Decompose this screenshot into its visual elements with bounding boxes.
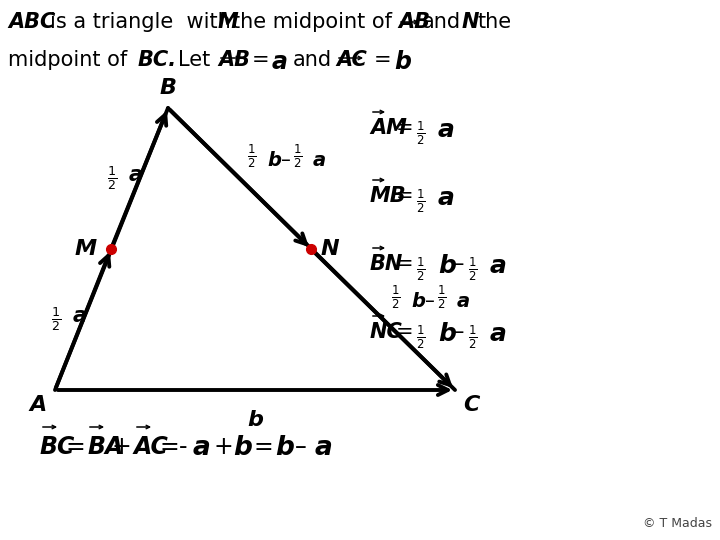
Text: –: –: [425, 292, 435, 311]
Text: MB: MB: [370, 186, 407, 206]
Text: A: A: [30, 395, 47, 415]
Text: =: =: [374, 50, 392, 70]
Text: BN: BN: [370, 254, 403, 274]
Text: =: =: [396, 254, 413, 274]
Text: a: a: [73, 306, 87, 326]
Text: AB: AB: [398, 12, 430, 32]
Text: BC: BC: [40, 435, 76, 459]
Text: +: +: [112, 435, 132, 459]
Text: –: –: [454, 322, 464, 342]
Text: AC: AC: [336, 50, 367, 70]
Text: $\frac{1}{2}$: $\frac{1}{2}$: [468, 324, 477, 352]
Text: midpoint of: midpoint of: [8, 50, 127, 70]
Text: a: a: [438, 118, 455, 142]
Text: a: a: [490, 254, 507, 278]
Text: a: a: [315, 435, 333, 461]
Text: BA: BA: [87, 435, 123, 459]
Text: =: =: [252, 50, 269, 70]
Text: and: and: [422, 12, 461, 32]
Text: AM: AM: [370, 118, 407, 138]
Text: the: the: [478, 12, 512, 32]
Text: b: b: [275, 435, 294, 461]
Text: $\frac{1}{2}$: $\frac{1}{2}$: [437, 284, 446, 311]
Text: N: N: [321, 239, 340, 259]
Text: +: +: [213, 435, 233, 459]
Text: N: N: [462, 12, 480, 32]
Text: b: b: [438, 322, 456, 346]
Text: and: and: [293, 50, 332, 70]
Text: $\frac{1}{2}$: $\frac{1}{2}$: [416, 188, 426, 215]
Text: $\frac{1}{2}$: $\frac{1}{2}$: [416, 120, 426, 147]
Text: $\frac{1}{2}$: $\frac{1}{2}$: [391, 284, 400, 311]
Text: a: a: [438, 186, 455, 210]
Text: © T Madas: © T Madas: [643, 517, 712, 530]
Text: =: =: [396, 118, 413, 138]
Text: ABC: ABC: [8, 12, 55, 32]
Text: –: –: [281, 151, 291, 170]
Text: b: b: [267, 151, 281, 170]
Text: a: a: [457, 292, 470, 311]
Text: NC: NC: [370, 322, 403, 342]
Text: b: b: [411, 292, 425, 311]
Text: M: M: [75, 239, 97, 259]
Text: =: =: [65, 435, 85, 459]
Text: b: b: [438, 254, 456, 278]
Text: $\frac{1}{2}$: $\frac{1}{2}$: [416, 324, 426, 352]
Text: a: a: [129, 165, 143, 185]
Text: B: B: [160, 78, 176, 98]
Text: b: b: [247, 410, 263, 430]
Text: –: –: [454, 254, 464, 274]
Text: $\frac{1}{2}$: $\frac{1}{2}$: [416, 256, 426, 284]
Text: a: a: [490, 322, 507, 346]
Text: $\frac{1}{2}$: $\frac{1}{2}$: [107, 164, 117, 192]
Text: $\frac{1}{2}$: $\frac{1}{2}$: [247, 143, 256, 170]
Text: AC: AC: [134, 435, 169, 459]
Text: AB: AB: [218, 50, 250, 70]
Text: =: =: [396, 186, 413, 206]
Text: =: =: [396, 322, 413, 342]
Text: BC.: BC.: [138, 50, 177, 70]
Text: $\frac{1}{2}$: $\frac{1}{2}$: [51, 305, 61, 333]
Text: -: -: [179, 435, 187, 459]
Text: $\frac{1}{2}$: $\frac{1}{2}$: [293, 143, 302, 170]
Text: =: =: [159, 435, 179, 459]
Text: a: a: [313, 151, 326, 170]
Text: a: a: [272, 50, 288, 74]
Text: a: a: [193, 435, 211, 461]
Text: Let: Let: [178, 50, 210, 70]
Text: is a triangle  with: is a triangle with: [50, 12, 230, 32]
Text: $\frac{1}{2}$: $\frac{1}{2}$: [468, 256, 477, 284]
Text: M: M: [218, 12, 239, 32]
Text: b: b: [233, 435, 252, 461]
Text: =: =: [253, 435, 273, 459]
Text: b: b: [394, 50, 411, 74]
Text: the midpoint of: the midpoint of: [232, 12, 392, 32]
Text: C: C: [463, 395, 480, 415]
Text: –: –: [295, 435, 307, 459]
